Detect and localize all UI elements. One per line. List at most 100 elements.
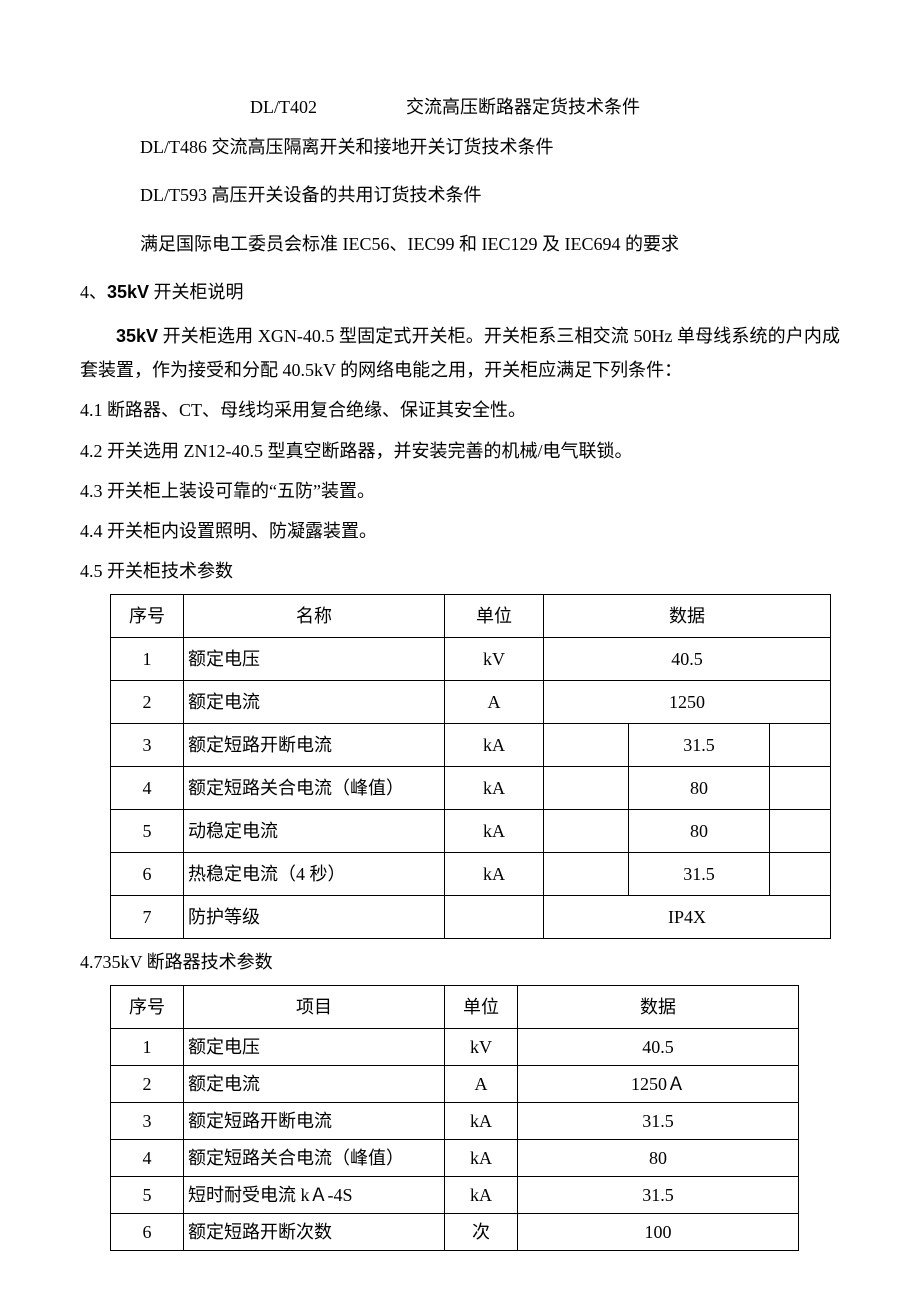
cell-blank <box>770 724 831 767</box>
cell-unit: kA <box>445 810 544 853</box>
cell-no: 3 <box>111 1103 184 1140</box>
item-4-7: 4.735kV 断路器技术参数 <box>80 945 840 979</box>
cell-unit: kV <box>445 638 544 681</box>
body-bold: 35kV <box>116 326 158 346</box>
cell-name: 额定电流 <box>184 1066 445 1103</box>
cell-name: 额定电压 <box>184 638 445 681</box>
cell-val: 40.5 <box>518 1029 799 1066</box>
section-4-body: 35kV 开关柜选用 XGN-40.5 型固定式开关柜。开关柜系三相交流 50H… <box>80 319 840 387</box>
item-4-4: 4.4 开关柜内设置照明、防凝露装置。 <box>80 514 840 548</box>
th-name: 项目 <box>184 986 445 1029</box>
cell-val: 80 <box>629 767 770 810</box>
cell-no: 2 <box>111 681 184 724</box>
cell-blank <box>544 853 629 896</box>
table-row: 6 热稳定电流（4 秒） kA 31.5 <box>111 853 831 896</box>
cell-name: 动稳定电流 <box>184 810 445 853</box>
cell-no: 7 <box>111 896 184 939</box>
item-4-3: 4.3 开关柜上装设可靠的“五防”装置。 <box>80 474 840 508</box>
cell-blank <box>770 767 831 810</box>
section-number: 4、 <box>80 282 107 302</box>
ref-line-4: 满足国际电工委员会标准 IEC56、IEC99 和 IEC129 及 IEC69… <box>80 227 840 261</box>
table-row: 6 额定短路开断次数 次 100 <box>111 1214 799 1251</box>
cell-unit: kV <box>445 1029 518 1066</box>
cell-name: 额定电压 <box>184 1029 445 1066</box>
item-4-2: 4.2 开关选用 ZN12-40.5 型真空断路器，并安装完善的机械/电气联锁。 <box>80 434 840 468</box>
cell-blank <box>770 853 831 896</box>
cell-blank <box>544 767 629 810</box>
cell-val: 100 <box>518 1214 799 1251</box>
section-4-heading: 4、35kV 开关柜说明 <box>80 275 840 309</box>
cell-no: 2 <box>111 1066 184 1103</box>
th-unit: 单位 <box>445 595 544 638</box>
cell-name: 额定短路关合电流（峰值） <box>184 767 445 810</box>
th-no: 序号 <box>111 986 184 1029</box>
table-switchgear-params: 序号 名称 单位 数据 1 额定电压 kV 40.5 2 额定电流 A 1250… <box>110 594 831 939</box>
cell-unit: kA <box>445 853 544 896</box>
cell-name: 额定短路开断次数 <box>184 1214 445 1251</box>
ref-line-3: DL/T593 高压开关设备的共用订货技术条件 <box>80 178 840 212</box>
cell-unit: kA <box>445 1103 518 1140</box>
cell-val: 80 <box>518 1140 799 1177</box>
table-row: 4 额定短路关合电流（峰值） kA 80 <box>111 767 831 810</box>
table-row: 7 防护等级 IP4X <box>111 896 831 939</box>
cell-no: 4 <box>111 1140 184 1177</box>
cell-no: 5 <box>111 1177 184 1214</box>
table-row: 序号 项目 单位 数据 <box>111 986 799 1029</box>
cell-no: 5 <box>111 810 184 853</box>
body-rest: 开关柜选用 XGN-40.5 型固定式开关柜。开关柜系三相交流 50Hz 单母线… <box>80 326 840 380</box>
cell-no: 6 <box>111 1214 184 1251</box>
cell-val: 31.5 <box>629 853 770 896</box>
cell-unit: 次 <box>445 1214 518 1251</box>
cell-no: 6 <box>111 853 184 896</box>
th-data: 数据 <box>518 986 799 1029</box>
cell-name: 防护等级 <box>184 896 445 939</box>
table-row: 5 动稳定电流 kA 80 <box>111 810 831 853</box>
cell-unit: kA <box>445 1177 518 1214</box>
table-row: 2 额定电流 A 1250 <box>111 681 831 724</box>
section-bold: 35kV <box>107 282 149 302</box>
cell-val: 1250Ａ <box>518 1066 799 1103</box>
item-4-5: 4.5 开关柜技术参数 <box>80 554 840 588</box>
ref-line-2: DL/T486 交流高压隔离开关和接地开关订货技术条件 <box>80 130 840 164</box>
cell-unit <box>445 896 544 939</box>
cell-unit: A <box>445 681 544 724</box>
ref-title: 交流高压断路器定货技术条件 <box>406 97 640 117</box>
table-row: 1 额定电压 kV 40.5 <box>111 638 831 681</box>
cell-name: 额定短路开断电流 <box>184 724 445 767</box>
cell-name: 额定电流 <box>184 681 445 724</box>
cell-no: 4 <box>111 767 184 810</box>
cell-val: 80 <box>629 810 770 853</box>
cell-val: 31.5 <box>629 724 770 767</box>
cell-name: 额定短路关合电流（峰值） <box>184 1140 445 1177</box>
cell-name: 热稳定电流（4 秒） <box>184 853 445 896</box>
th-data: 数据 <box>544 595 831 638</box>
table-row: 2 额定电流 A 1250Ａ <box>111 1066 799 1103</box>
cell-unit: A <box>445 1066 518 1103</box>
table-row: 4 额定短路关合电流（峰值） kA 80 <box>111 1140 799 1177</box>
table-row: 3 额定短路开断电流 kA 31.5 <box>111 1103 799 1140</box>
table-row: 5 短时耐受电流 kＡ-4S kA 31.5 <box>111 1177 799 1214</box>
ref-line-1: DL/T402 交流高压断路器定货技术条件 <box>80 90 840 124</box>
cell-val: 31.5 <box>518 1177 799 1214</box>
th-name: 名称 <box>184 595 445 638</box>
cell-name: 短时耐受电流 kＡ-4S <box>184 1177 445 1214</box>
th-unit: 单位 <box>445 986 518 1029</box>
cell-unit: kA <box>445 767 544 810</box>
table-row: 1 额定电压 kV 40.5 <box>111 1029 799 1066</box>
cell-name: 额定短路开断电流 <box>184 1103 445 1140</box>
cell-val: IP4X <box>544 896 831 939</box>
cell-unit: kA <box>445 724 544 767</box>
table-row: 序号 名称 单位 数据 <box>111 595 831 638</box>
cell-blank <box>544 810 629 853</box>
cell-val: 40.5 <box>544 638 831 681</box>
section-rest: 开关柜说明 <box>149 282 244 302</box>
cell-val: 1250 <box>544 681 831 724</box>
th-no: 序号 <box>111 595 184 638</box>
ref-code: DL/T402 <box>250 97 317 117</box>
cell-no: 3 <box>111 724 184 767</box>
cell-val: 31.5 <box>518 1103 799 1140</box>
cell-no: 1 <box>111 638 184 681</box>
cell-blank <box>770 810 831 853</box>
cell-no: 1 <box>111 1029 184 1066</box>
table-row: 3 额定短路开断电流 kA 31.5 <box>111 724 831 767</box>
